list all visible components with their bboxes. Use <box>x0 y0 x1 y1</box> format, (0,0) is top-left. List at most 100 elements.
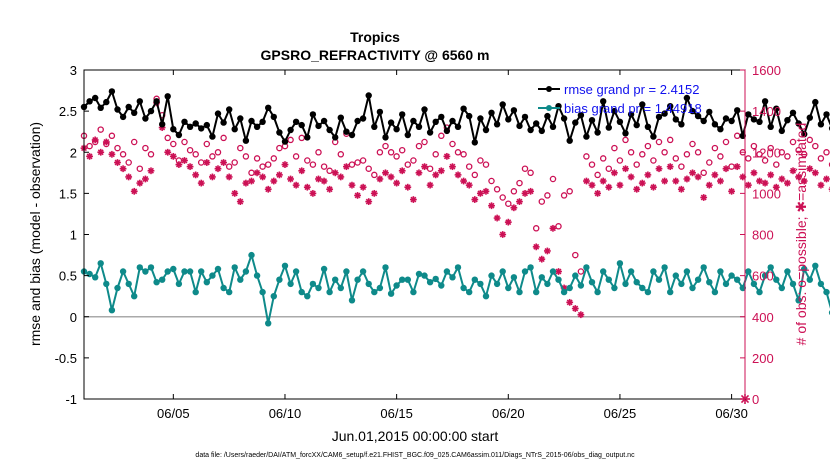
bias-point <box>706 279 713 286</box>
obs-assimilated-point <box>382 169 389 177</box>
obs-possible-point <box>197 159 205 166</box>
obs-assimilated-point <box>516 198 523 205</box>
obs-assimilated-point <box>488 202 495 210</box>
rmse-point <box>281 138 289 145</box>
obs-assimilated-point <box>437 167 445 175</box>
rmse-point <box>203 121 210 129</box>
obs-assimilated-point <box>220 159 227 166</box>
rmse-point <box>365 92 372 99</box>
rmse-point <box>711 121 719 128</box>
obs-possible-point <box>130 138 138 146</box>
bias-point <box>332 276 339 283</box>
obs-possible-point <box>259 163 266 170</box>
bias-point <box>650 268 657 275</box>
obs-possible-point <box>142 144 149 152</box>
obs-assimilated-point <box>672 177 680 185</box>
bias-point <box>722 280 730 288</box>
bias-point <box>304 293 311 300</box>
rmse-point <box>242 137 250 144</box>
bias-point <box>678 280 685 288</box>
obs-assimilated-point <box>493 214 501 222</box>
bias-point <box>672 272 679 279</box>
obs-possible-point <box>354 159 361 166</box>
obs-assimilated-point <box>811 169 819 177</box>
x-tick-label: 06/25 <box>604 406 637 421</box>
obs-assimilated-point <box>689 169 696 177</box>
y2-tick-label: 800 <box>752 228 774 243</box>
rmse-point <box>672 116 679 123</box>
obs-possible-point <box>611 144 618 152</box>
obs-possible-point <box>761 157 769 164</box>
rmse-point <box>376 108 384 116</box>
rmse-point <box>538 127 545 135</box>
obs-assimilated-point <box>566 298 574 306</box>
obs-possible-point <box>248 169 255 177</box>
bias-point <box>761 272 769 279</box>
obs-assimilated-point <box>510 204 518 212</box>
obs-assimilated-point <box>750 169 758 177</box>
rmse-point <box>767 123 774 130</box>
obs-assimilated-point <box>287 175 294 183</box>
bias-point <box>521 268 529 275</box>
obs-assimilated-point <box>499 231 507 238</box>
rmse-point <box>309 111 317 118</box>
bias-point <box>795 297 802 304</box>
bias-point <box>493 280 501 288</box>
obs-possible-point <box>231 159 238 166</box>
bias-point <box>142 268 149 275</box>
rmse-point <box>97 104 104 112</box>
obs-possible-point <box>376 149 384 156</box>
bias-line <box>83 254 830 325</box>
obs-assimilated-point <box>270 177 278 185</box>
rmse-point <box>354 117 361 125</box>
obs-possible-point <box>387 149 395 156</box>
obs-possible-point <box>382 142 389 150</box>
rmse-point <box>583 133 590 140</box>
rmse-point <box>577 112 585 119</box>
y-tick-label: -0.5 <box>55 351 77 366</box>
rmse-point <box>784 117 791 124</box>
obs-possible-point <box>510 188 518 195</box>
bias-point <box>527 264 534 271</box>
obs-possible-point <box>795 146 802 154</box>
bias-point <box>281 262 289 269</box>
obs-assimilated-point <box>164 148 172 156</box>
obs-possible-point <box>639 151 646 158</box>
rmse-point <box>639 101 646 108</box>
bias-point <box>315 284 322 292</box>
y-tick-label: 3 <box>70 63 77 78</box>
bias-point <box>801 265 808 273</box>
bias-point <box>214 265 222 273</box>
rmse-point <box>337 114 344 121</box>
obs-assimilated-point <box>728 187 736 195</box>
obs-possible-point <box>521 165 529 172</box>
bias-point <box>125 280 132 288</box>
bias-point <box>147 264 155 271</box>
obs-possible-point <box>661 149 668 156</box>
obs-assimilated-point <box>504 218 512 226</box>
rmse-point <box>801 131 808 138</box>
rmse-point <box>594 129 601 136</box>
y2-tick-label: 400 <box>752 310 774 325</box>
bias-point <box>198 268 205 275</box>
rmse-point <box>549 123 557 130</box>
rmse-point <box>505 116 512 123</box>
obs-possible-point <box>773 161 780 168</box>
bias-point <box>745 268 752 275</box>
obs-assimilated-point <box>354 192 361 199</box>
rmse-point <box>108 88 116 95</box>
y2-tick-label: 1000 <box>752 186 781 201</box>
obs-possible-point <box>108 132 116 140</box>
rmse-point <box>198 125 205 132</box>
rmse-point <box>460 105 467 112</box>
obs-possible-point <box>717 153 724 160</box>
obs-possible-point <box>616 157 624 164</box>
obs-possible-point <box>750 142 758 150</box>
rmse-point <box>136 98 143 105</box>
obs-possible-point <box>438 132 445 140</box>
obs-possible-point <box>181 138 188 146</box>
obs-possible-point <box>784 153 791 160</box>
rmse-point <box>789 109 797 117</box>
obs-assimilated-point <box>666 163 674 171</box>
bias-point <box>131 293 138 300</box>
